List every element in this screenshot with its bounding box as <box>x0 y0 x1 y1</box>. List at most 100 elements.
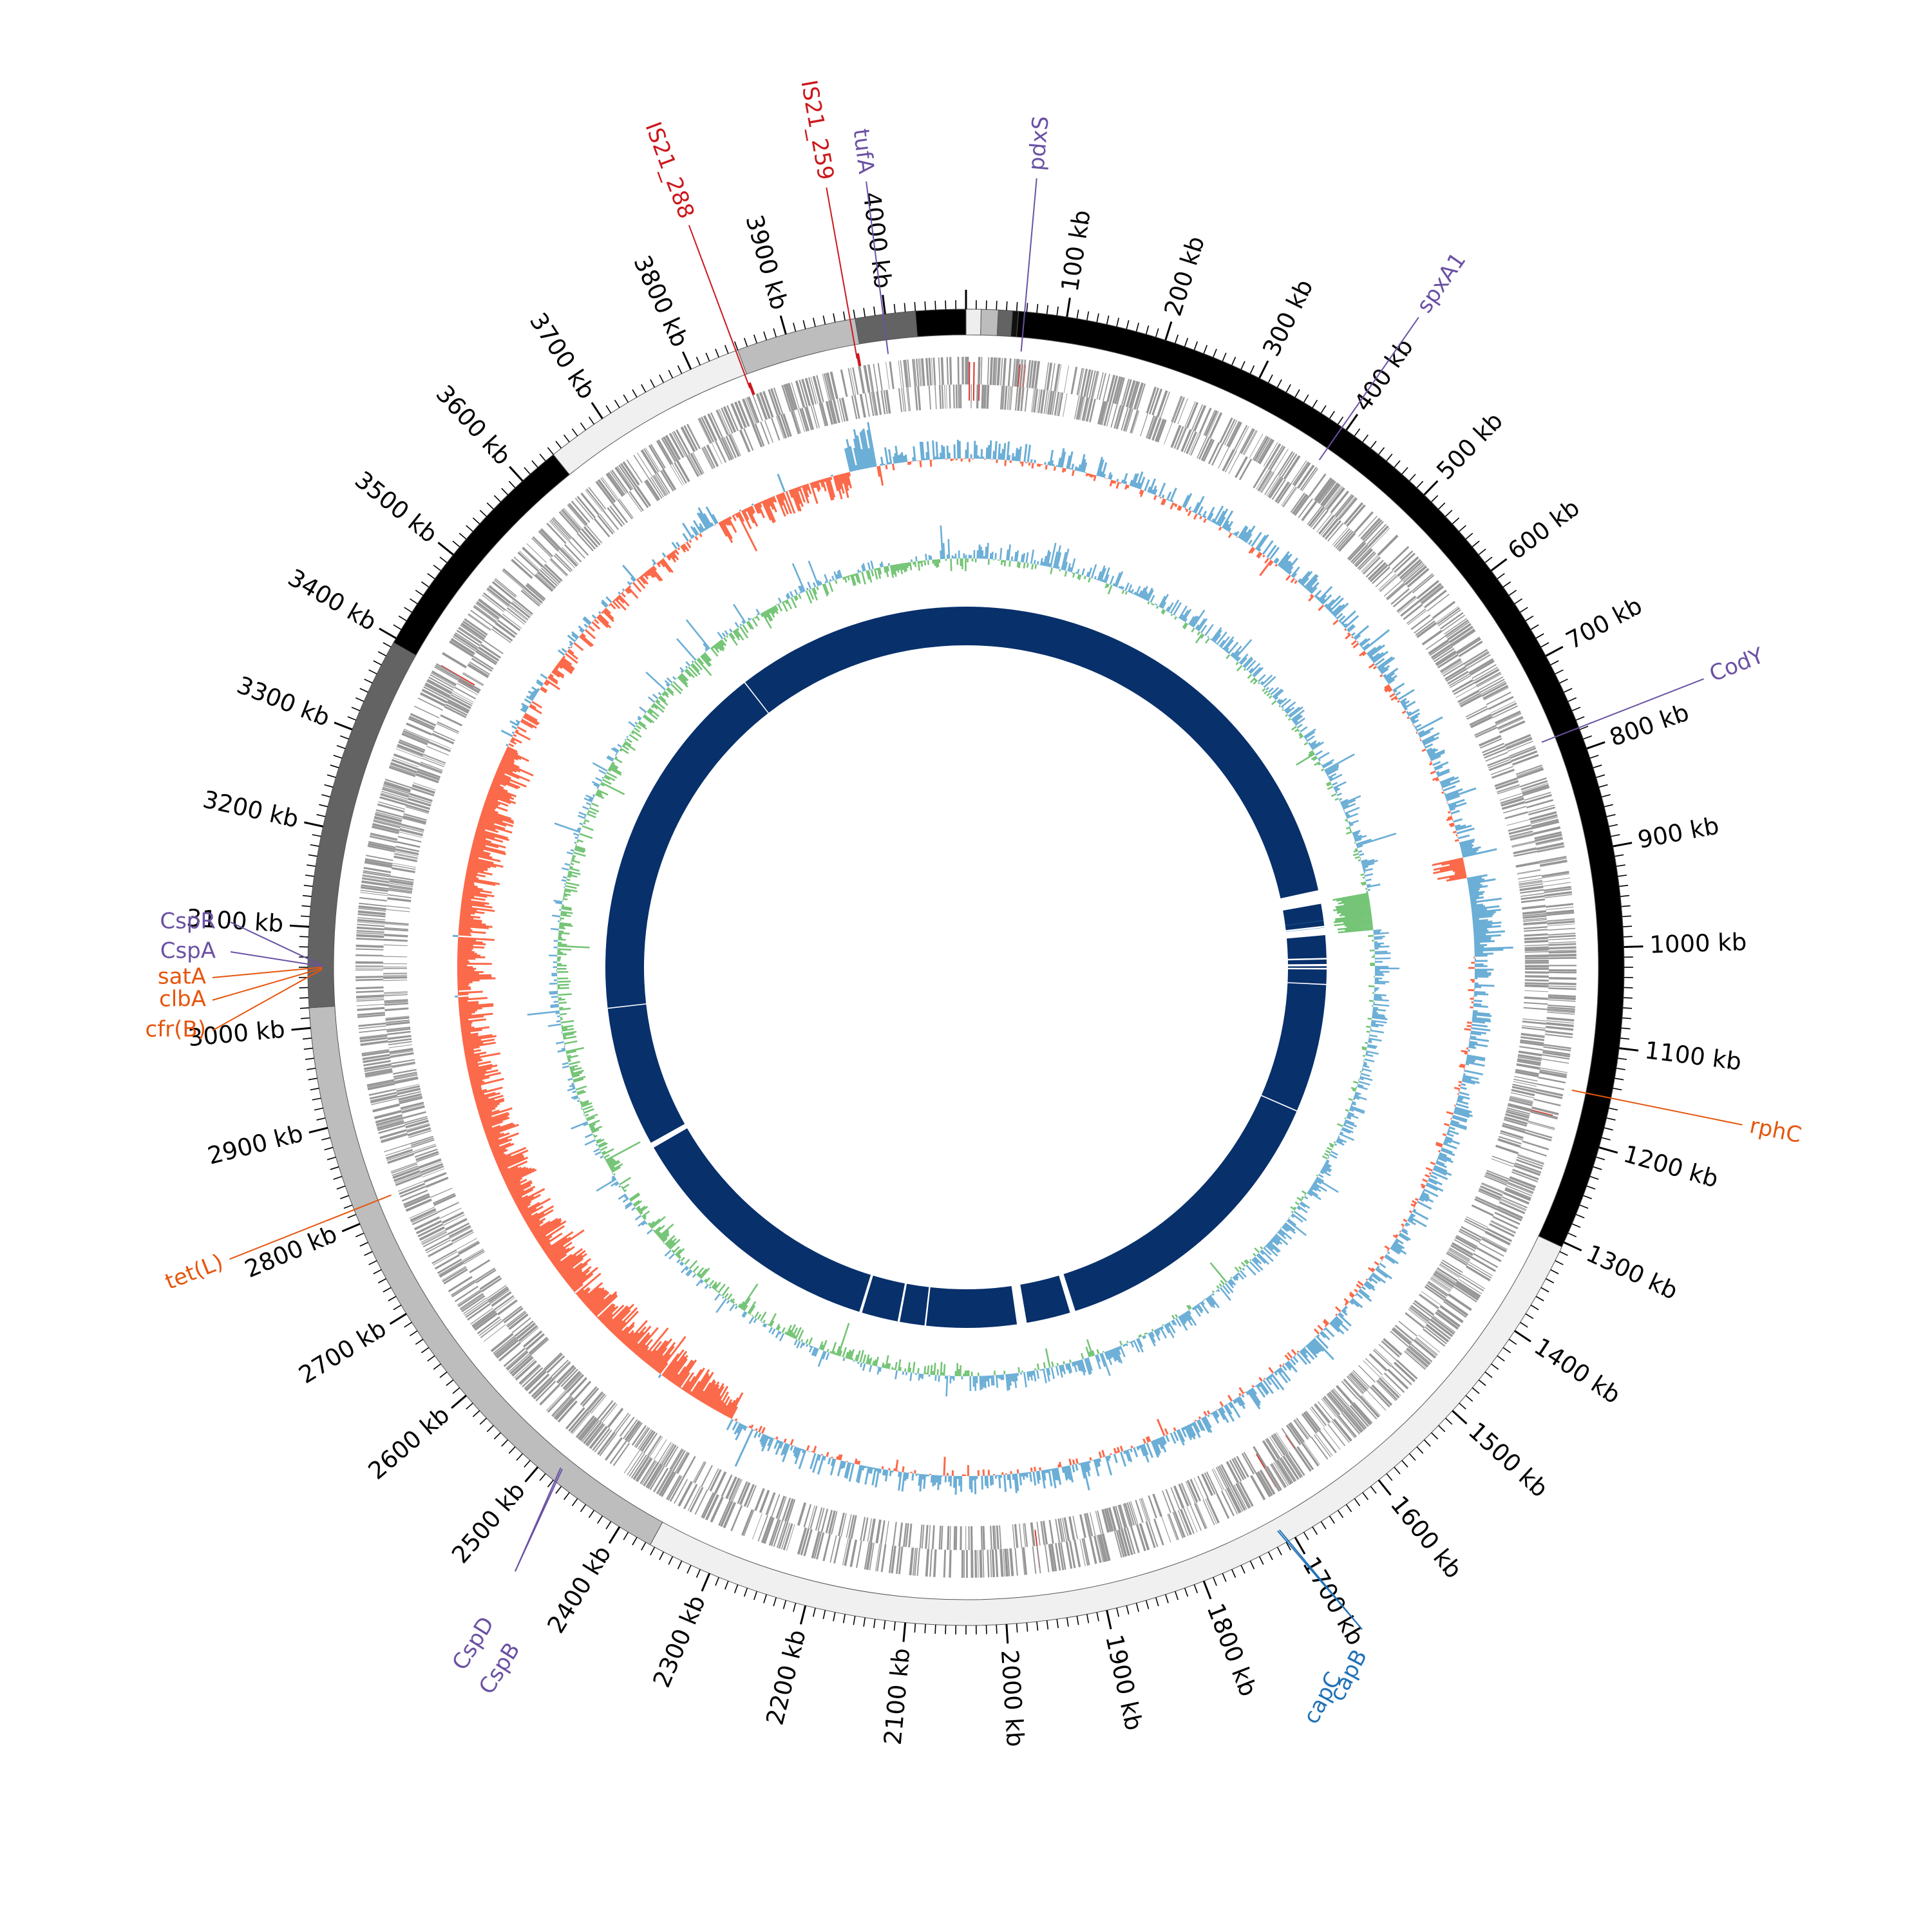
gene-reverse <box>725 435 737 459</box>
gene-forward <box>363 867 392 873</box>
gc-skew-bar <box>1133 591 1137 595</box>
gene-reverse <box>1054 392 1060 416</box>
gene-forward <box>372 822 400 832</box>
gc-skew-bar <box>1357 1083 1364 1088</box>
gc-content-bar <box>1432 761 1441 766</box>
gene-forward <box>1408 1345 1431 1364</box>
gene-reverse <box>1455 1235 1478 1248</box>
gc-content-bar <box>604 607 611 614</box>
gc-content-bar <box>1370 1273 1381 1282</box>
gc-content-bar <box>753 1430 759 1439</box>
gene-reverse <box>1510 833 1534 840</box>
gc-content-bar <box>1204 1416 1212 1428</box>
gene-forward <box>1548 949 1577 951</box>
gc-skew-bar <box>1245 1264 1256 1276</box>
gene-reverse <box>655 473 669 495</box>
gc-content-bar <box>459 1007 482 1012</box>
gc-content-bar <box>528 1217 546 1229</box>
gc-content-bar <box>1227 1394 1233 1402</box>
gc-content-bar <box>698 526 704 533</box>
gc-content-bar <box>1427 748 1439 755</box>
gc-content-bar <box>506 1180 521 1188</box>
gc-content-bar <box>487 793 511 804</box>
gc-skew-bar <box>1327 782 1332 787</box>
gene-forward <box>909 1548 914 1576</box>
gc-content-bar <box>734 1428 754 1467</box>
minor-tick <box>1606 814 1616 817</box>
gc-content-bar <box>1329 1321 1340 1333</box>
minor-tick <box>1564 688 1573 693</box>
gc-skew-bar <box>1292 714 1302 722</box>
gc-skew-bar <box>1331 781 1338 786</box>
gc-content-bar <box>1448 1128 1450 1130</box>
gene-forward <box>468 614 491 631</box>
gene-reverse <box>495 621 516 638</box>
gc-skew-bar <box>1075 571 1077 574</box>
gc-content-bar <box>794 1447 800 1459</box>
gc-content-bar <box>1415 728 1417 730</box>
minor-tick <box>1459 525 1466 532</box>
gc-content-bar <box>1160 498 1165 506</box>
gene-reverse <box>1327 1392 1344 1412</box>
gc-content-bar <box>614 1311 639 1336</box>
gc-skew-bar <box>1103 567 1110 583</box>
gc-skew-bar <box>1268 695 1273 699</box>
gc-content-bar <box>1381 1260 1383 1262</box>
tick-label: 600 kb <box>1502 494 1584 565</box>
gc-content-bar <box>1293 1356 1299 1363</box>
gene-reverse <box>1358 552 1377 571</box>
gene-forward <box>850 368 857 395</box>
gc-skew-bar <box>1240 1262 1246 1267</box>
gene-forward <box>1032 1546 1037 1574</box>
minor-tick <box>623 1531 629 1540</box>
gene-reverse <box>723 437 735 459</box>
gc-content-bar <box>474 1092 501 1101</box>
gc-skew-bar <box>1320 768 1325 772</box>
gene-forward <box>1318 481 1337 504</box>
gene-forward <box>1026 360 1031 388</box>
gc-content-bar <box>846 447 853 472</box>
gc-content-bar <box>652 563 656 566</box>
minor-tick <box>303 884 313 887</box>
gene-reverse <box>938 384 942 409</box>
gc-content-bar <box>538 1225 565 1244</box>
gene-reverse <box>1524 971 1549 974</box>
gene-forward <box>1012 358 1016 386</box>
gc-content-bar <box>1116 1446 1121 1453</box>
gene-forward <box>949 1549 952 1578</box>
gc-skew-bar <box>1367 884 1381 888</box>
gc-content-bar <box>527 690 536 697</box>
gene-reverse <box>663 1444 677 1466</box>
gc-content-bar <box>1300 571 1313 585</box>
minor-tick <box>1618 875 1627 877</box>
gene-forward <box>513 556 535 576</box>
gc-content-bar <box>594 1294 618 1317</box>
gene-reverse <box>898 1522 904 1547</box>
gc-content-bar <box>712 514 719 524</box>
gc-content-bar <box>854 1458 858 1464</box>
gene-forward <box>393 753 421 766</box>
major-tick <box>779 315 787 335</box>
gene-reverse <box>808 1505 815 1529</box>
gene-forward <box>966 1549 968 1578</box>
gc-content-bar <box>1437 1157 1447 1163</box>
gene-reverse <box>390 1052 414 1058</box>
gc-skew-bar <box>1334 920 1373 927</box>
gene-reverse <box>1287 1423 1303 1444</box>
gene-reverse <box>615 1414 631 1434</box>
gc-skew-bar <box>1246 660 1256 671</box>
gc-content-bar <box>1449 808 1456 811</box>
gene-reverse <box>546 1355 565 1374</box>
gene-forward <box>355 961 384 964</box>
minor-tick <box>1559 678 1568 684</box>
minor-tick <box>330 764 339 768</box>
gc-skew-bar <box>1183 1312 1193 1327</box>
gene-forward <box>1479 678 1505 694</box>
gc-content-bar <box>460 911 475 915</box>
gc-content-bar <box>1421 1193 1430 1199</box>
gene-reverse <box>1347 1375 1365 1394</box>
gc-skew-bar <box>1324 1162 1332 1168</box>
gc-content-bar <box>589 1291 610 1311</box>
gc-content-bar <box>1285 1361 1293 1368</box>
gc-content-bar <box>919 460 922 468</box>
